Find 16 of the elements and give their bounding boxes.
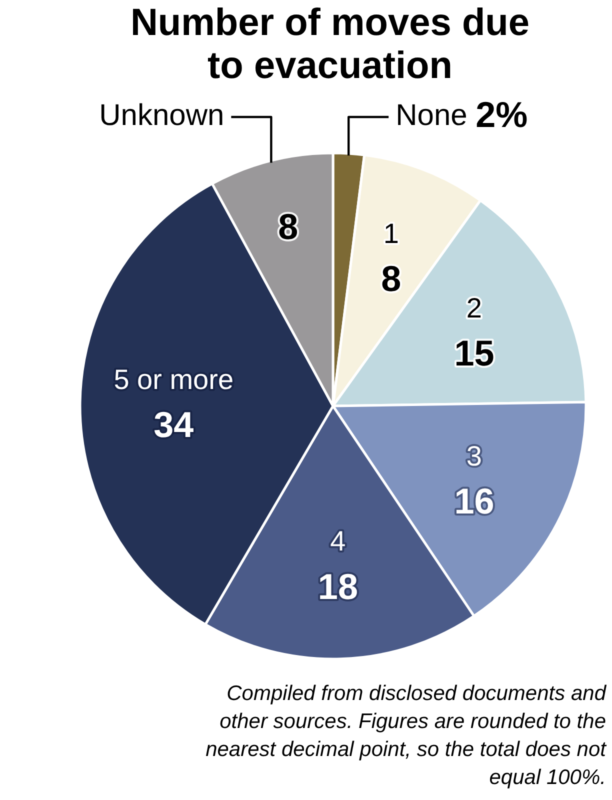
data-label: 8 [278, 206, 298, 247]
slice-label: 2 [466, 292, 482, 324]
chart-title: Number of moves due to evacuation [129, 2, 531, 88]
data-label: 15 [454, 332, 494, 374]
data-label: 8 [381, 258, 402, 300]
slice-label: 4 [330, 526, 346, 557]
text: Compiled from disclosed documents and other sources. Figures are rounded to the nearest decimal point, so the total does not equal 100%. [204, 681, 606, 791]
data-label: 16 [454, 480, 494, 522]
slice-label: None [396, 98, 468, 132]
slice-label: 1 [383, 218, 399, 249]
slice-label: 3 [466, 440, 482, 472]
slice-label: Unknown [99, 98, 224, 132]
data-label: 2% [476, 94, 528, 135]
slice-label: 5 or more [114, 364, 234, 395]
data-label: 18 [318, 566, 358, 607]
data-label: 34 [154, 404, 194, 446]
